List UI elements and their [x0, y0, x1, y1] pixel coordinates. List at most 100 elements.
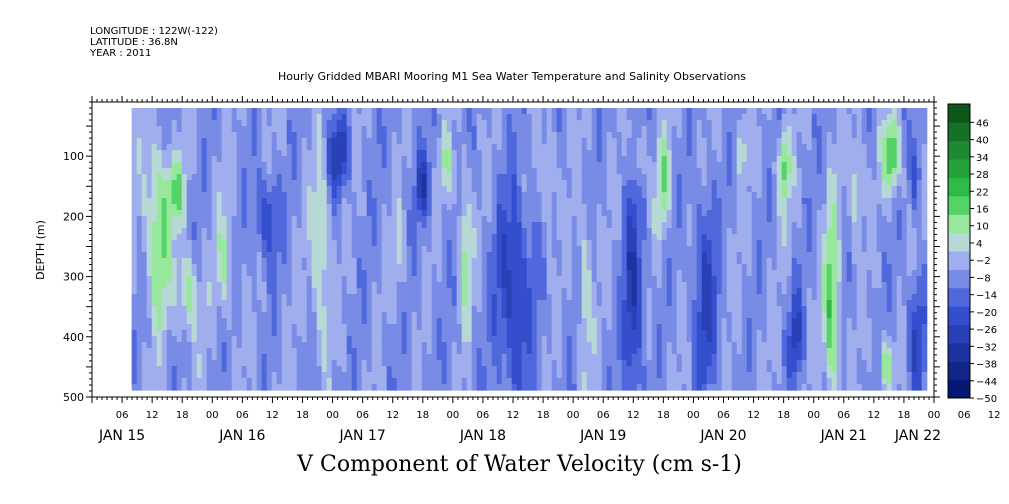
field-cell [576, 288, 583, 295]
field-cell [136, 384, 143, 391]
field-cell [231, 234, 238, 241]
field-cell [241, 174, 248, 181]
field-cell [591, 276, 598, 283]
field-cell [581, 132, 588, 139]
field-cell [166, 174, 173, 181]
field-cell [256, 174, 263, 181]
field-cell [551, 180, 558, 187]
field-cell [231, 204, 238, 211]
field-cell [611, 162, 618, 169]
field-cell [471, 360, 478, 367]
field-cell [356, 288, 363, 295]
field-cell [176, 294, 183, 301]
field-cell [621, 204, 628, 211]
field-cell [346, 372, 353, 379]
field-cell [236, 276, 243, 283]
field-cell [601, 318, 608, 325]
field-cell [231, 378, 238, 385]
field-cell [436, 162, 443, 169]
field-cell [386, 138, 393, 145]
field-cell [511, 120, 518, 127]
field-cell [581, 366, 588, 373]
field-cell [476, 294, 483, 301]
field-cell [526, 162, 533, 169]
field-cell [421, 126, 428, 133]
field-cell [221, 210, 228, 217]
field-cell [556, 378, 563, 385]
field-cell [641, 192, 648, 199]
field-cell [446, 264, 453, 271]
field-cell [361, 114, 368, 121]
field-cell [401, 294, 408, 301]
field-cell [346, 318, 353, 325]
field-cell [186, 258, 193, 265]
field-cell [451, 162, 458, 169]
field-cell [651, 270, 658, 277]
field-cell [496, 138, 503, 145]
field-cell [476, 252, 483, 259]
field-cell [476, 126, 483, 133]
field-cell [311, 144, 318, 151]
field-cell [341, 330, 348, 337]
field-cell [246, 222, 253, 229]
field-cell [286, 228, 293, 235]
field-cell [271, 150, 278, 157]
field-cell [606, 132, 613, 139]
field-cell [291, 240, 298, 247]
field-cell [131, 342, 138, 349]
field-cell [536, 114, 543, 121]
field-cell [306, 312, 313, 319]
field-cell [246, 150, 253, 157]
field-cell [251, 150, 258, 157]
field-cell [526, 108, 533, 115]
field-cell [646, 180, 653, 187]
field-cell [526, 282, 533, 289]
field-cell [406, 270, 413, 277]
field-cell [271, 324, 278, 331]
field-cell [651, 324, 658, 331]
field-cell [241, 150, 248, 157]
field-cell [331, 282, 338, 289]
field-cell [481, 348, 488, 355]
field-cell [156, 132, 163, 139]
field-cell [131, 348, 138, 355]
field-cell [196, 246, 203, 253]
field-cell [531, 132, 538, 139]
field-cell [546, 288, 553, 295]
field-cell [501, 156, 508, 163]
field-cell [506, 144, 513, 151]
field-cell [336, 180, 343, 187]
field-cell [391, 126, 398, 133]
field-cell [306, 222, 313, 229]
field-cell [621, 114, 628, 121]
field-cell [601, 324, 608, 331]
field-cell [321, 156, 328, 163]
field-cell [276, 132, 283, 139]
field-cell [611, 318, 618, 325]
field-cell [461, 306, 468, 313]
field-cell [561, 174, 568, 181]
field-cell [216, 162, 223, 169]
field-cell [391, 120, 398, 127]
field-cell [366, 174, 373, 181]
field-cell [441, 300, 448, 307]
field-cell [241, 156, 248, 163]
field-cell [466, 318, 473, 325]
field-cell [531, 138, 538, 145]
field-cell [221, 384, 228, 391]
field-cell [146, 150, 153, 157]
field-cell [511, 360, 518, 367]
field-cell [456, 174, 463, 181]
field-cell [451, 192, 458, 199]
field-cell [246, 156, 253, 163]
field-cell [466, 270, 473, 277]
field-cell [336, 168, 343, 175]
field-cell [506, 282, 513, 289]
field-cell [171, 150, 178, 157]
field-cell [641, 330, 648, 337]
field-cell [181, 114, 188, 121]
field-cell [571, 312, 578, 319]
field-cell [426, 366, 433, 373]
field-cell [176, 384, 183, 391]
field-cell [386, 282, 393, 289]
